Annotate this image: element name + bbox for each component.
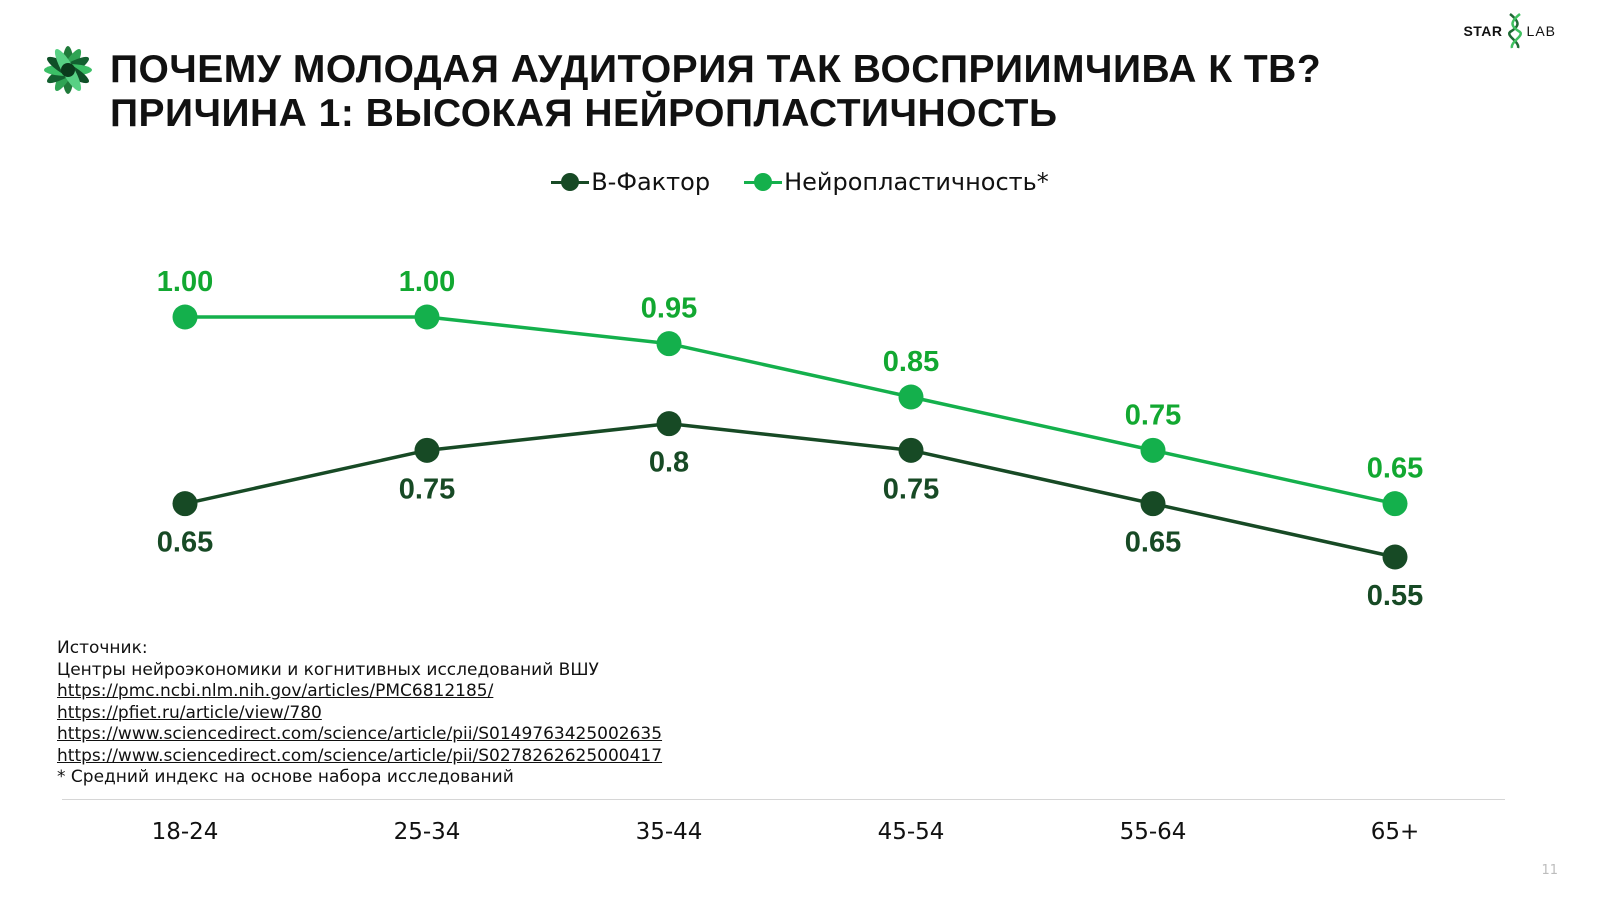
legend-swatch-b-factor: [551, 172, 590, 192]
brand-lab: LAB: [1526, 23, 1556, 39]
data-label-s1-3: 0.85: [883, 346, 939, 378]
sources-block: Источник: Центры нейроэкономики и когнит…: [57, 638, 662, 789]
legend-swatch-neuroplasticity: [744, 172, 783, 192]
source-link-4[interactable]: https://www.sciencedirect.com/science/ar…: [57, 745, 663, 766]
x-tick-label-0: 18-24: [152, 819, 219, 845]
dna-helix-icon: [1507, 13, 1522, 49]
legend-item-neuroplasticity: Нейропластичность*: [744, 168, 1049, 196]
x-axis-line: [62, 799, 1505, 800]
data-label-s1-5: 0.65: [1367, 453, 1423, 485]
x-tick-label-1: 25-34: [394, 819, 461, 845]
series-line-1: [185, 315, 1396, 506]
data-point-s0-4: [1140, 491, 1166, 517]
legend-label-neuroplasticity: Нейропластичность*: [784, 168, 1049, 196]
legend-item-b-factor: В-Фактор: [551, 168, 710, 196]
source-link-1[interactable]: https://pmc.ncbi.nlm.nih.gov/articles/PM…: [57, 681, 494, 701]
sources-org: Центры нейроэкономики и когнитивных иссл…: [57, 659, 599, 680]
data-label-s1-2: 0.95: [641, 293, 697, 325]
line-chart: 0.65 0.75 0.8 0.75 0.65 0.55 1.00 1.00 0.95 0.85 0…: [157, 266, 1423, 610]
x-tick-label-3: 45-54: [878, 819, 945, 845]
data-point-s0-0: [172, 491, 198, 517]
swirl-logo-icon: [44, 46, 92, 94]
data-point-s1-1: [414, 304, 440, 330]
data-label-s0-3: 0.75: [883, 473, 939, 505]
page-title: ПОЧЕМУ МОЛОДАЯ АУДИТОРИЯ ТАК ВОСПРИИМЧИВ…: [110, 48, 1321, 136]
data-point-s0-5: [1382, 544, 1408, 570]
brand-logo: STAR LAB: [1463, 12, 1556, 50]
title-line-1: ПОЧЕМУ МОЛОДАЯ АУДИТОРИЯ ТАК ВОСПРИИМЧИВ…: [110, 48, 1322, 91]
data-label-s0-4: 0.65: [1125, 527, 1181, 559]
brand-star: STAR: [1463, 23, 1503, 39]
sources-heading: Источник:: [57, 638, 148, 658]
data-point-s0-1: [414, 437, 440, 463]
x-tick-label-4: 55-64: [1120, 819, 1187, 845]
data-point-s1-4: [1140, 437, 1166, 463]
x-tick-label-5: 65+: [1371, 819, 1420, 845]
data-point-s0-3: [898, 437, 924, 463]
data-label-s0-1: 0.75: [399, 473, 455, 505]
data-label-s0-5: 0.55: [1367, 580, 1423, 610]
data-label-s0-0: 0.65: [157, 527, 213, 559]
x-tick-label-2: 35-44: [636, 819, 703, 845]
data-point-s1-2: [656, 331, 682, 357]
data-label-s0-2: 0.8: [649, 447, 689, 479]
data-label-s1-0: 1.00: [157, 266, 213, 298]
data-label-s1-1: 1.00: [399, 266, 455, 298]
page-number: 11: [1541, 863, 1558, 878]
data-point-s0-2: [656, 411, 682, 437]
source-link-2[interactable]: https://pfiet.ru/article/view/780: [57, 702, 322, 723]
sources-footnote: * Средний индекс на основе набора исслед…: [57, 767, 514, 787]
x-axis: 18-24 25-34 35-44 45-54 55-64 65+: [152, 819, 1420, 845]
data-point-s1-3: [898, 384, 924, 410]
data-point-s1-0: [172, 304, 198, 330]
source-link-3[interactable]: https://www.sciencedirect.com/science/ar…: [57, 724, 663, 744]
title-line-2: ПРИЧИНА 1: ВЫСОКАЯ НЕЙРОПЛАСТИЧНОСТЬ: [110, 92, 1058, 135]
series-line-0: [184, 421, 1396, 559]
data-point-s1-5: [1382, 491, 1408, 517]
data-label-s1-4: 0.75: [1125, 399, 1181, 431]
chart-legend: В-Фактор Нейропластичность*: [0, 168, 1600, 196]
legend-label-b-factor: В-Фактор: [591, 168, 711, 196]
